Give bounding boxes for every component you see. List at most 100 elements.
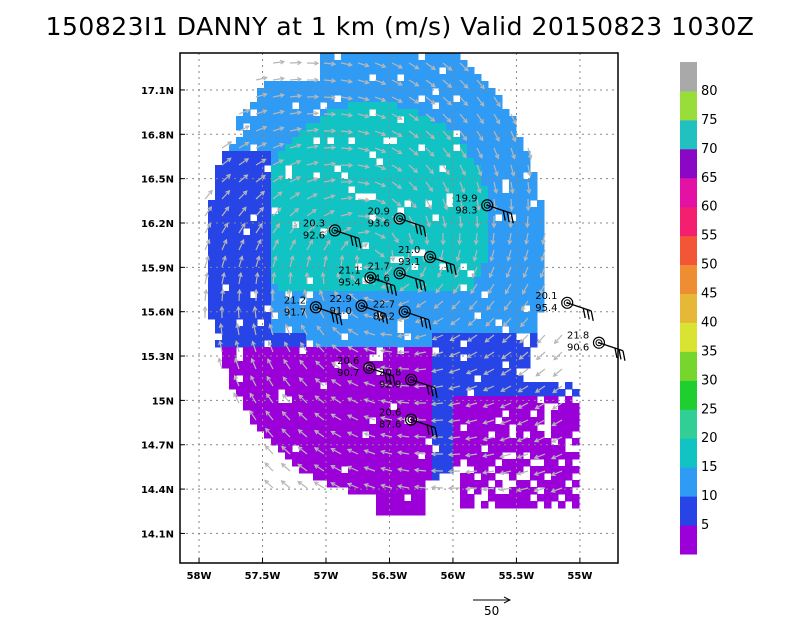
wind-vector (236, 324, 240, 336)
wind-vector-head (489, 256, 495, 262)
wind-vector (238, 190, 248, 200)
wind-vector (238, 109, 250, 115)
wind-vector-head (347, 380, 353, 385)
dropsonde-station: 21.093.1 (398, 245, 457, 276)
wind-vector-head (314, 377, 320, 383)
wind-vector-head (430, 117, 436, 122)
wind-vector-head (363, 398, 369, 403)
wind-vector-head (516, 437, 522, 443)
wind-vector (398, 434, 410, 438)
wind-vector (272, 175, 283, 183)
wind-vector-head (447, 468, 453, 474)
wind-vector-head (346, 482, 352, 488)
dropsonde-station: 21.291.7 (284, 295, 343, 326)
wind-vector-head (454, 272, 459, 279)
wind-barb-flag (380, 312, 385, 323)
wind-barb-flag (418, 225, 423, 236)
wind-vector (348, 311, 359, 319)
wind-vector (204, 190, 213, 200)
wind-vector-head (396, 433, 403, 439)
wind-vector (264, 479, 274, 489)
wind-vector (408, 181, 418, 191)
wind-vector-head (396, 366, 402, 372)
wind-speed-field (208, 53, 580, 516)
wind-vector (316, 343, 325, 353)
station-ring-inner (365, 364, 373, 372)
wind-vector (425, 147, 435, 157)
wind-vector-head (227, 141, 233, 146)
wind-vector (221, 174, 231, 183)
wind-vector (281, 428, 291, 438)
wind-vector (340, 113, 352, 117)
wind-barb-flag (339, 315, 343, 326)
wind-barb-flag (622, 350, 626, 361)
station-pressure: 87.6 (379, 420, 401, 431)
station-pressure: 94.6 (368, 273, 390, 284)
wind-vector (340, 256, 343, 268)
wind-vector-head (475, 205, 481, 212)
station-ring (592, 336, 606, 349)
wind-vector (449, 368, 461, 374)
wind-barb-flag (422, 226, 427, 237)
wind-vector (289, 256, 294, 268)
dropsonde-station: 20.892.9 (379, 368, 438, 398)
wind-vector-head (381, 148, 387, 154)
colorbar-swatch (680, 148, 697, 179)
wind-vector (220, 324, 223, 336)
lat-tick-label: 14.1N (141, 529, 174, 540)
wind-vector (255, 126, 267, 132)
wind-vector-head (482, 386, 488, 392)
wind-vector-head (284, 323, 290, 329)
wind-vector (347, 380, 359, 387)
wind-vector (306, 224, 315, 234)
wind-vector-head (251, 340, 256, 346)
wind-vector-head (262, 125, 268, 131)
wind-vector (315, 360, 325, 370)
wind-vector (380, 333, 393, 336)
wind-vector (323, 62, 335, 65)
station-ring-inner (426, 253, 434, 261)
dropsonde-station: 20.195.4 (535, 291, 594, 321)
wind-vector (391, 79, 403, 86)
wind-vector-head (330, 430, 336, 436)
wind-vector-head (279, 126, 285, 131)
wind-vector (552, 385, 563, 394)
wind-vector-head (261, 142, 268, 147)
wind-vector (349, 293, 359, 302)
wind-vector-head (427, 204, 432, 210)
wind-vector (306, 177, 318, 183)
wind-vector-head (414, 116, 420, 121)
wind-vector-head (384, 271, 389, 277)
wind-vector-head (274, 238, 279, 245)
wind-vector (289, 128, 301, 132)
wind-vector-head (482, 453, 488, 459)
wind-vector (255, 191, 265, 200)
wind-vector-head (250, 357, 256, 363)
wind-vector-head (502, 322, 508, 328)
wind-barb-flag (331, 312, 335, 323)
station-temperature: 21.2 (284, 295, 306, 306)
wind-vector (299, 377, 308, 387)
colorbar-label: 5 (701, 518, 709, 533)
wind-vector-head (396, 484, 403, 489)
station-ring-inner (595, 339, 603, 347)
wind-vector (450, 334, 461, 341)
wind-vector (297, 463, 308, 472)
wind-vector (347, 448, 359, 455)
wind-vector (483, 419, 495, 424)
wind-vector (204, 290, 207, 302)
wind-vector (381, 349, 393, 353)
wind-vector (364, 381, 376, 387)
wind-vector (517, 487, 529, 492)
wind-vector-head (316, 325, 322, 331)
wind-vector (414, 469, 427, 472)
station-temperature: 21.7 (368, 261, 390, 272)
wind-vector-head (381, 80, 387, 86)
wind-vector-head (308, 239, 313, 245)
wind-vector-head (297, 429, 303, 434)
wind-vector-head (379, 382, 386, 387)
wind-vector-head (363, 449, 369, 454)
wind-vector (500, 385, 512, 392)
wind-vector-head (394, 238, 399, 244)
wind-vector (340, 197, 352, 200)
